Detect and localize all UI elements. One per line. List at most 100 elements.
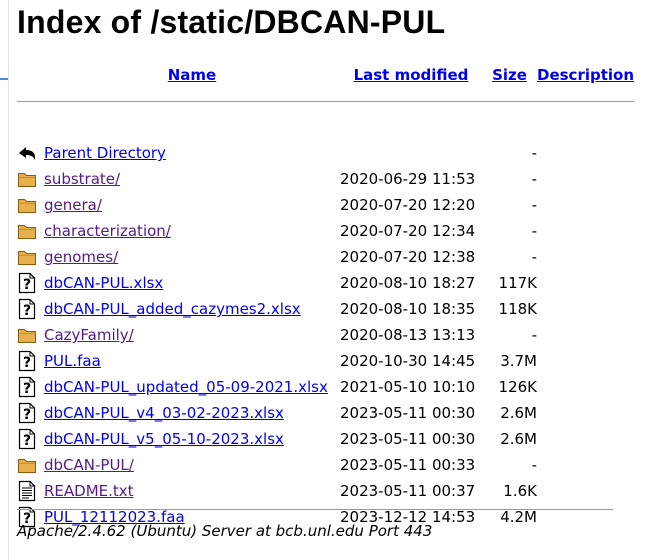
- last-modified-cell: 2020-07-20 12:20: [340, 196, 476, 214]
- table-row: dbCAN-PUL/2023-05-11 00:33 -: [17, 452, 634, 478]
- header-divider: [17, 100, 635, 102]
- file-link[interactable]: dbCAN-PUL_added_cazymes2.xlsx: [44, 300, 301, 318]
- svg-text:?: ?: [23, 407, 31, 423]
- unknown-file-icon: ?: [17, 272, 37, 294]
- back-icon: [17, 143, 37, 163]
- icon-column-header: [17, 62, 44, 88]
- folder-link[interactable]: substrate/: [44, 170, 121, 188]
- size-cell: -: [531, 456, 537, 474]
- size-cell: -: [531, 196, 537, 214]
- file-link[interactable]: README.txt: [44, 482, 134, 500]
- size-cell: -: [531, 248, 537, 266]
- folder-icon: [17, 195, 37, 215]
- size-cell: 1.6K: [503, 482, 537, 500]
- folder-link[interactable]: genera/: [44, 196, 102, 214]
- folder-link[interactable]: CazyFamily/: [44, 326, 134, 344]
- sort-by-last-modified-link[interactable]: Last modified: [353, 66, 469, 84]
- svg-text:?: ?: [23, 433, 31, 449]
- table-row: CazyFamily/2020-08-13 13:13 -: [17, 322, 634, 348]
- folder-link[interactable]: characterization/: [44, 222, 171, 240]
- folder-icon: [17, 221, 37, 241]
- size-cell: 117K: [498, 274, 537, 292]
- table-row: ? dbCAN-PUL_v4_03-02-2023.xlsx 2023-05-11 …: [17, 400, 634, 426]
- table-row: substrate/2020-06-29 11:53 -: [17, 166, 634, 192]
- description-cell: [537, 218, 634, 244]
- table-row: genomes/2020-07-20 12:38 -: [17, 244, 634, 270]
- svg-text:?: ?: [23, 303, 31, 319]
- browser-side-strip: [0, 0, 9, 560]
- description-cell: [537, 478, 634, 504]
- folder-icon: [17, 247, 37, 267]
- size-cell: 118K: [498, 300, 537, 318]
- folder-link[interactable]: dbCAN-PUL/: [44, 456, 134, 474]
- last-modified-cell: 2023-05-11 00:37: [340, 482, 476, 500]
- last-modified-cell: 2020-07-20 12:38: [340, 248, 476, 266]
- file-link[interactable]: dbCAN-PUL_updated_05-09-2021.xlsx: [44, 378, 328, 396]
- text-file-icon: [17, 480, 37, 502]
- description-cell: [537, 192, 634, 218]
- page-title: Index of /static/DBCAN-PUL: [17, 4, 446, 40]
- last-modified-cell: 2020-08-10 18:27: [340, 274, 476, 292]
- folder-icon: [17, 325, 37, 345]
- sort-by-description-link[interactable]: Description: [537, 66, 635, 84]
- svg-text:?: ?: [23, 277, 31, 293]
- file-link[interactable]: dbCAN-PUL.xlsx: [44, 274, 164, 292]
- folder-icon: [17, 455, 37, 475]
- unknown-file-icon: ?: [17, 376, 37, 398]
- sort-by-name-link[interactable]: Name: [167, 66, 217, 84]
- folder-link[interactable]: genomes/: [44, 248, 119, 266]
- description-cell: [537, 270, 634, 296]
- last-modified-cell: 2020-07-20 12:34: [340, 222, 476, 240]
- header-row: Name Last modified Size Description: [17, 62, 634, 88]
- svg-text:?: ?: [23, 381, 31, 397]
- svg-text:?: ?: [23, 355, 31, 371]
- last-modified-cell: 2023-05-11 00:33: [340, 456, 476, 474]
- parent-directory-link[interactable]: Parent Directory: [44, 144, 166, 162]
- file-link[interactable]: dbCAN-PUL_v4_03-02-2023.xlsx: [44, 404, 284, 422]
- table-row: characterization/2020-07-20 12:34 -: [17, 218, 634, 244]
- description-cell: [537, 166, 634, 192]
- size-cell: -: [531, 326, 537, 344]
- svg-text:?: ?: [23, 511, 31, 527]
- last-modified-cell: [340, 140, 482, 166]
- footer-divider: [17, 509, 613, 510]
- size-cell: 3.7M: [500, 352, 537, 370]
- table-row: ? dbCAN-PUL_v5_05-10-2023.xlsx 2023-05-11 …: [17, 426, 634, 452]
- last-modified-cell: 2021-05-10 10:10: [340, 378, 476, 396]
- table-row: ? dbCAN-PUL_added_cazymes2.xlsx 2020-08-10…: [17, 296, 634, 322]
- last-modified-cell: 2023-05-11 00:30: [340, 430, 476, 448]
- description-cell: [537, 322, 634, 348]
- description-cell: [537, 296, 634, 322]
- description-cell: [537, 426, 634, 452]
- header-rule-row: [17, 88, 635, 114]
- unknown-file-icon: ?: [17, 506, 37, 528]
- last-modified-cell: 2020-08-10 18:35: [340, 300, 476, 318]
- file-rows: Parent Directory - substrate/2020-06-29 11…: [17, 140, 634, 530]
- last-modified-cell: 2020-08-13 13:13: [340, 326, 476, 344]
- description-cell: [537, 374, 634, 400]
- table-row: README.txt 2023-05-11 00:37 1.6K: [17, 478, 634, 504]
- size-cell: 126K: [498, 378, 537, 396]
- table-row: genera/2020-07-20 12:20 -: [17, 192, 634, 218]
- table-row: ? dbCAN-PUL.xlsx 2020-08-10 18:27 117K: [17, 270, 634, 296]
- file-link[interactable]: PUL.faa: [44, 352, 101, 370]
- file-link[interactable]: PUL_12112023.faa: [44, 508, 185, 526]
- table-row: ? PUL_12112023.faa 2023-12-12 14:53 4.2M: [17, 504, 634, 530]
- folder-icon: [17, 169, 37, 189]
- description-cell: [537, 140, 634, 166]
- description-cell: [537, 400, 634, 426]
- description-cell: [537, 244, 634, 270]
- side-strip-marker: [0, 78, 8, 80]
- unknown-file-icon: ?: [17, 402, 37, 424]
- table-row: ? PUL.faa 2020-10-30 14:45 3.7M: [17, 348, 634, 374]
- last-modified-cell: 2020-06-29 11:53: [340, 170, 476, 188]
- file-link[interactable]: dbCAN-PUL_v5_05-10-2023.xlsx: [44, 430, 284, 448]
- last-modified-cell: 2023-05-11 00:30: [340, 404, 476, 422]
- unknown-file-icon: ?: [17, 350, 37, 372]
- table-row: Parent Directory -: [17, 140, 634, 166]
- size-cell: -: [531, 222, 537, 240]
- unknown-file-icon: ?: [17, 298, 37, 320]
- size-cell: 4.2M: [500, 508, 537, 526]
- sort-by-size-link[interactable]: Size: [492, 66, 527, 84]
- directory-listing: Name Last modified Size Description Pare…: [17, 62, 635, 530]
